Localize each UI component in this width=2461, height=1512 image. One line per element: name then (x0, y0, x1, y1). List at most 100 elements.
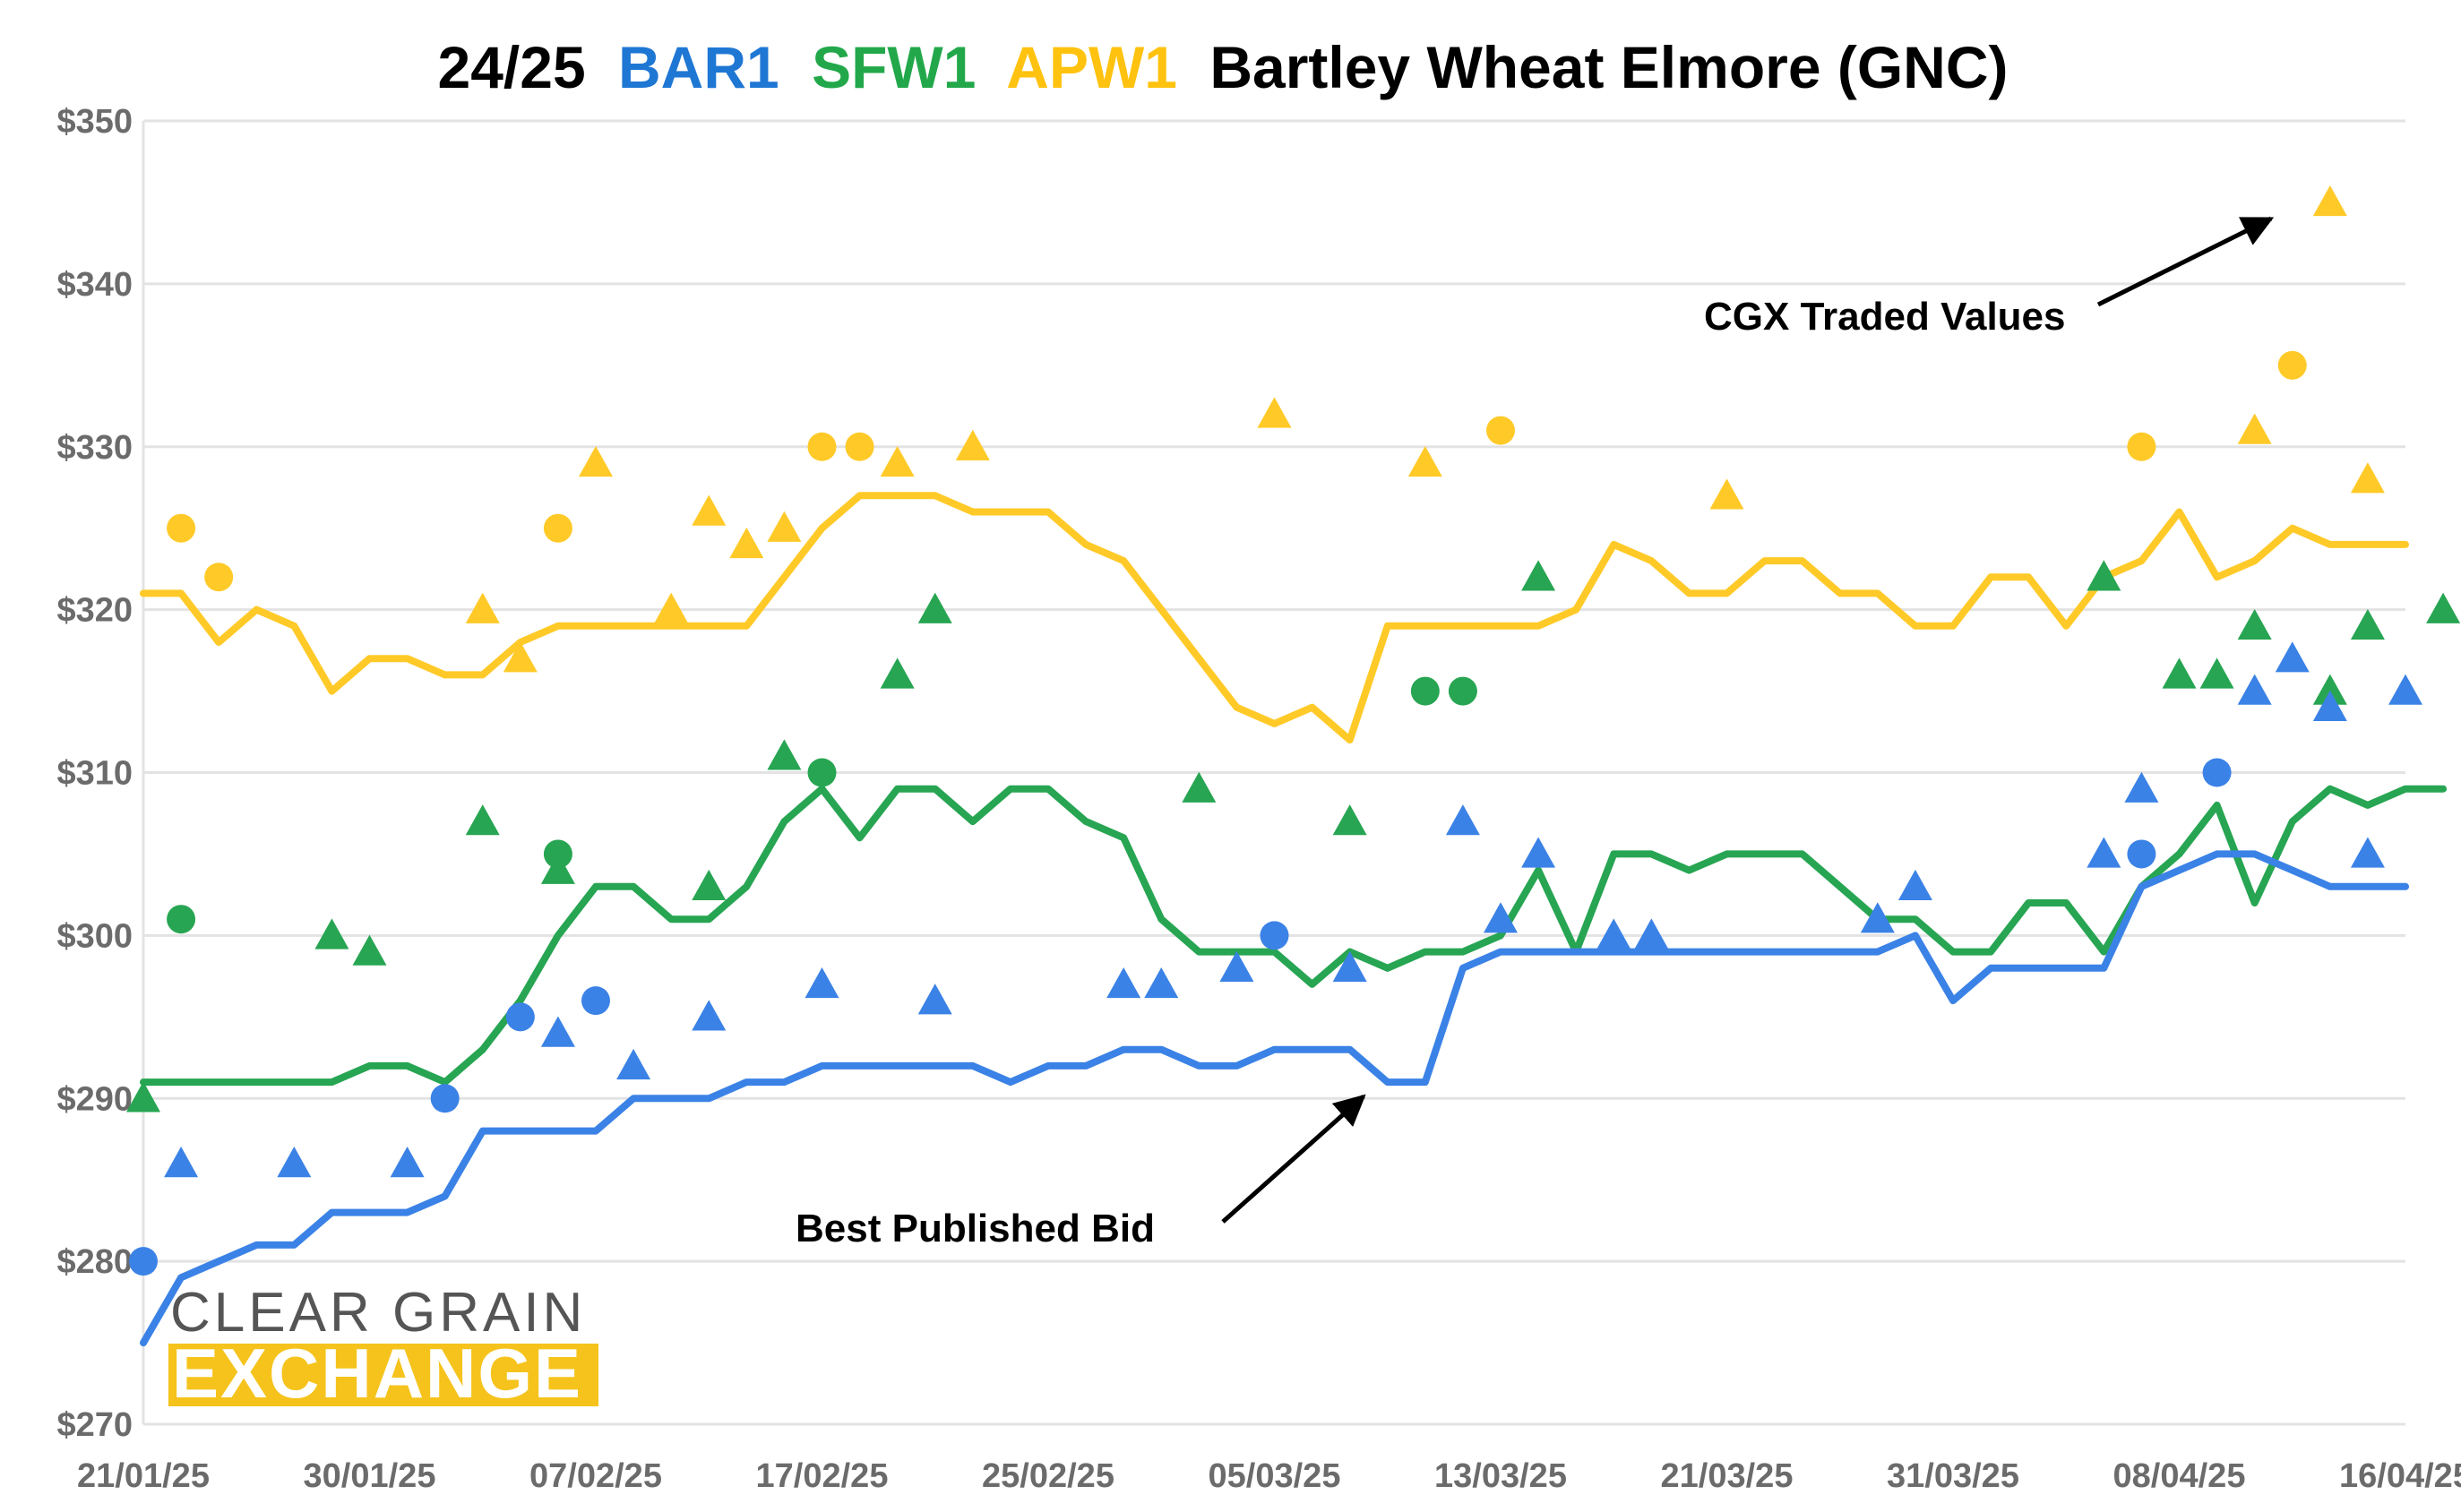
traded-circle-apw1 (2127, 432, 2156, 461)
title-part-sfw1: SFW1 (812, 34, 976, 100)
traded-triangle-bar1 (1445, 804, 1480, 836)
x-tick-label: 17/02/25 (756, 1457, 889, 1495)
traded-triangle-sfw1 (2237, 608, 2272, 640)
traded-circle-sfw1 (167, 905, 196, 934)
traded-triangle-bar1 (805, 966, 839, 999)
traded-circle-bar1 (430, 1084, 460, 1113)
y-tick-label: $280 (56, 1243, 133, 1281)
traded-triangle-bar1 (277, 1147, 312, 1178)
traded-triangle-bar1 (917, 984, 952, 1015)
traded-triangle-bar1 (1484, 902, 1518, 933)
logo-band (168, 1344, 598, 1406)
traded-triangle-bar1 (1219, 950, 1254, 982)
annotation-best-bid: Best Published Bid (796, 1094, 1366, 1250)
annotation-traded-label: CGX Traded Values (1704, 295, 2066, 339)
x-tick-label: 31/03/25 (1887, 1457, 2019, 1495)
traded-triangle-apw1 (2312, 185, 2347, 217)
traded-triangle-bar1 (1106, 966, 1141, 999)
traded-circle-bar1 (2202, 758, 2232, 787)
traded-triangle-sfw1 (692, 869, 727, 901)
traded-triangle-bar1 (1596, 918, 1631, 949)
annotation-traded-arrow (2096, 216, 2275, 307)
traded-circle-bar1 (129, 1247, 158, 1276)
traded-triangle-apw1 (2237, 413, 2272, 444)
traded-triangle-apw1 (579, 445, 613, 477)
y-tick-label: $340 (56, 266, 133, 304)
traded-triangle-bar1 (616, 1048, 651, 1080)
traded-triangle-sfw1 (352, 934, 387, 966)
traded-triangle-bar1 (2087, 837, 2121, 868)
traded-circle-apw1 (1486, 416, 1515, 445)
traded-triangle-bar1 (1897, 869, 1932, 901)
x-tick-label: 30/01/25 (304, 1457, 436, 1495)
traded-triangle-bar1 (390, 1147, 425, 1178)
traded-triangle-bar1 (1860, 902, 1895, 933)
traded-triangle-bar1 (2350, 837, 2385, 868)
traded-circle-bar1 (581, 986, 610, 1016)
traded-circle-apw1 (2277, 350, 2307, 380)
traded-circle-apw1 (845, 432, 874, 461)
traded-triangle-sfw1 (2087, 560, 2121, 591)
traded-circle-sfw1 (1448, 676, 1477, 706)
traded-triangle-bar1 (2312, 690, 2347, 721)
x-tick-label: 16/04/25 (2339, 1457, 2461, 1495)
traded-triangle-bar1 (2124, 771, 2159, 803)
y-tick-label: $350 (56, 103, 133, 141)
traded-triangle-apw1 (1257, 397, 1292, 428)
chart-title: 24/25 BAR1 SFW1 APW1 Bartley Wheat Elmor… (438, 34, 2009, 100)
traded-circle-bar1 (1260, 921, 1289, 950)
traded-circle-apw1 (543, 513, 572, 543)
traded-triangle-bar1 (2275, 641, 2310, 673)
y-tick-label: $270 (56, 1406, 133, 1444)
traded-triangle-apw1 (880, 445, 915, 477)
traded-triangle-bar1 (1634, 918, 1669, 949)
traded-triangle-sfw1 (2350, 608, 2385, 640)
traded-triangle-apw1 (955, 429, 990, 460)
traded-triangle-apw1 (1709, 478, 1744, 510)
traded-triangle-sfw1 (1332, 804, 1367, 836)
traded-triangle-bar1 (2237, 674, 2272, 705)
x-tick-label: 05/03/25 (1209, 1457, 1341, 1495)
traded-triangle-sfw1 (2199, 657, 2234, 689)
traded-circle-apw1 (807, 432, 837, 461)
x-tick-label: 21/01/25 (77, 1457, 210, 1495)
logo-line1: CLEAR GRAIN (170, 1282, 586, 1344)
traded-triangle-sfw1 (126, 1081, 160, 1113)
traded-triangle-apw1 (729, 527, 764, 559)
traded-triangle-sfw1 (540, 853, 575, 884)
annotation-bid-label: Best Published Bid (796, 1207, 1155, 1250)
grid-layer (142, 119, 2405, 1426)
traded-triangle-sfw1 (767, 739, 802, 770)
series-line-bar1 (140, 850, 2409, 1347)
traded-triangle-sfw1 (880, 657, 915, 689)
traded-triangle-bar1 (1144, 966, 1179, 999)
traded-triangle-apw1 (767, 511, 802, 542)
title-part-rest: Bartley Wheat Elmore (GNC) (1209, 34, 2008, 100)
traded-triangle-apw1 (1407, 445, 1442, 477)
traded-triangle-sfw1 (465, 804, 500, 836)
clear-grain-exchange-logo: CLEAR GRAIN EXCHANGE (168, 1282, 598, 1413)
traded-triangle-apw1 (503, 641, 538, 673)
title-part-bar1: BAR1 (618, 34, 779, 100)
x-tick-label: 21/03/25 (1661, 1457, 1794, 1495)
traded-triangle-bar1 (1521, 837, 1556, 868)
traded-triangle-sfw1 (314, 918, 349, 949)
y-tick-label: $300 (56, 917, 133, 955)
traded-triangle-sfw1 (2162, 657, 2197, 689)
traded-triangle-sfw1 (917, 592, 952, 623)
traded-circle-apw1 (204, 563, 234, 592)
traded-triangle-apw1 (692, 494, 727, 526)
markers-layer (126, 185, 2461, 1276)
x-tick-label: 13/03/25 (1434, 1457, 1567, 1495)
annotation-cgx-traded: CGX Traded Values (1704, 216, 2275, 339)
title-part-1: 24/25 (438, 34, 586, 100)
traded-triangle-sfw1 (1182, 771, 1217, 803)
traded-triangle-apw1 (2350, 462, 2385, 494)
traded-triangle-sfw1 (2426, 592, 2461, 623)
annotation-bid-arrow (1221, 1094, 1366, 1224)
traded-circle-sfw1 (1410, 676, 1440, 706)
traded-triangle-apw1 (465, 592, 500, 623)
logo-line2: EXCHANGE (172, 1334, 582, 1413)
traded-triangle-sfw1 (1521, 560, 1556, 591)
